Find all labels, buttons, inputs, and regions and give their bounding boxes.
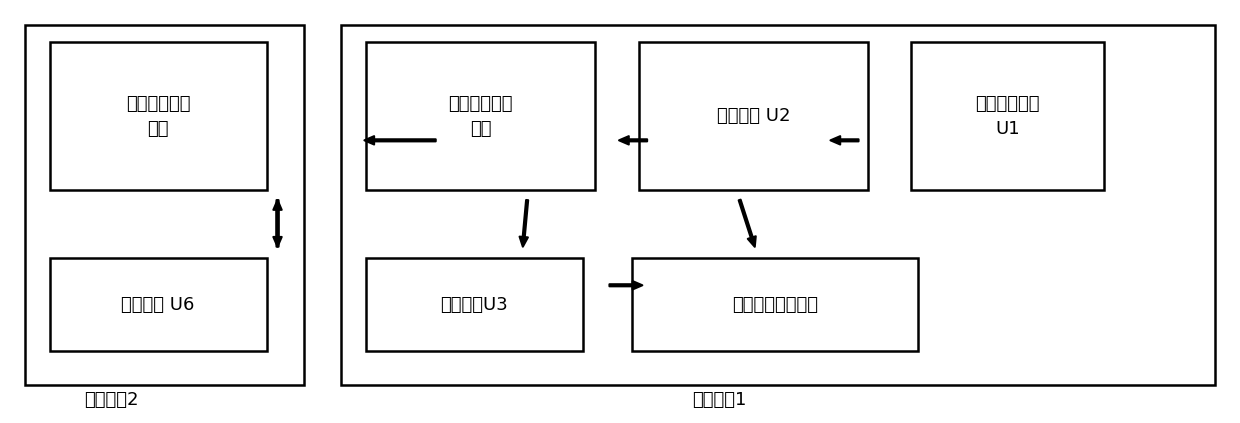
Text: 第二光纤收发
模块: 第二光纤收发 模块 bbox=[125, 95, 191, 138]
Bar bbox=[639, 42, 868, 190]
Bar bbox=[632, 258, 918, 351]
Text: 比较模块 U2: 比较模块 U2 bbox=[717, 107, 790, 125]
Text: 控制模块 U6: 控制模块 U6 bbox=[122, 296, 195, 313]
Bar bbox=[25, 25, 304, 385]
Bar bbox=[341, 25, 1215, 385]
Text: 控制电路2: 控制电路2 bbox=[84, 391, 139, 409]
Bar bbox=[366, 42, 595, 190]
Bar bbox=[366, 258, 583, 351]
Bar bbox=[50, 42, 267, 190]
Text: 栅极电阻控制模块: 栅极电阻控制模块 bbox=[732, 296, 818, 313]
Bar bbox=[911, 42, 1104, 190]
Text: 驱动电路1: 驱动电路1 bbox=[692, 391, 746, 409]
Text: 第一光纤收发
模块: 第一光纤收发 模块 bbox=[448, 95, 513, 138]
Bar bbox=[50, 258, 267, 351]
Text: 电压采集模块
U1: 电压采集模块 U1 bbox=[975, 95, 1040, 138]
Text: 驱动模块U3: 驱动模块U3 bbox=[440, 296, 508, 313]
